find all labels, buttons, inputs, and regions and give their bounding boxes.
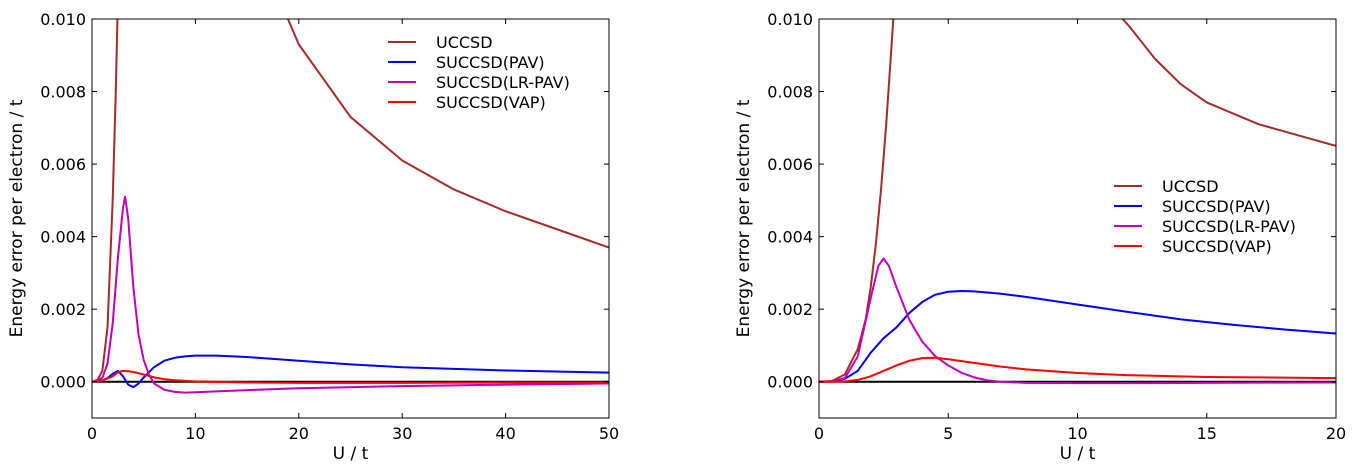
series-line-uccsd [92,19,609,383]
legend-label: SUCCSD(VAP) [436,93,546,112]
y-tick-label: 0.000 [40,373,86,392]
y-tick-label: 0.008 [40,83,86,102]
legend-label: SUCCSD(LR-PAV) [436,73,570,92]
series-line-succsd-lr-pav- [92,195,609,394]
legend-label: SUCCSD(PAV) [436,53,545,72]
x-tick-label: 15 [1197,424,1217,443]
y-axis-title: Energy error per electron / t [7,99,27,337]
x-axis-title: U / t [333,444,369,464]
y-tick-label: 0.006 [767,155,813,174]
legend-label: UCCSD [1162,177,1219,196]
series-line-succsd-lr-pav- [819,257,1336,385]
legend-label: SUCCSD(LR-PAV) [1162,217,1296,236]
plot-frame [91,18,610,419]
y-tick-label: 0.006 [40,155,86,174]
y-tick-label: 0.008 [767,83,813,102]
x-tick-label: 10 [185,424,205,443]
chart-left: 0 10 20 30 40 50 0.000 0.002 0.004 0.006 0.008 0.01… [7,10,619,464]
y-tick-label: 0.004 [40,228,86,247]
x-tick-label: 50 [599,424,619,443]
series-line-uccsd [819,19,1336,383]
x-axis-title: U / t [1060,444,1096,464]
y-tick-label: 0.010 [767,10,813,29]
legend-label: SUCCSD(VAP) [1162,237,1272,256]
x-tick-label: 20 [1326,424,1346,443]
y-tick-label: 0.004 [767,228,813,247]
x-tick-label: 10 [1067,424,1087,443]
x-tick-label: 20 [289,424,309,443]
y-tick-label: 0.000 [767,373,813,392]
y-tick-label: 0.002 [767,300,813,319]
x-tick-label: 40 [495,424,515,443]
x-tick-label: 0 [814,424,824,443]
series-line-succsd-pav- [819,290,1336,383]
series-line-succsd-pav- [92,354,609,389]
y-tick-label: 0.010 [40,10,86,29]
legend-label: UCCSD [436,33,493,52]
chart-right: 0 5 10 15 20 0.000 0.002 0.004 0.006 0.008 0.010 U … [734,10,1346,464]
series-line-succsd-vap- [92,369,609,384]
series-line-succsd-vap- [819,356,1336,383]
x-tick-label: 30 [392,424,412,443]
y-tick-label: 0.002 [40,300,86,319]
y-axis-title: Energy error per electron / t [734,99,754,337]
x-tick-label: 5 [943,424,953,443]
x-tick-label: 0 [87,424,97,443]
legend-label: SUCCSD(PAV) [1162,197,1271,216]
